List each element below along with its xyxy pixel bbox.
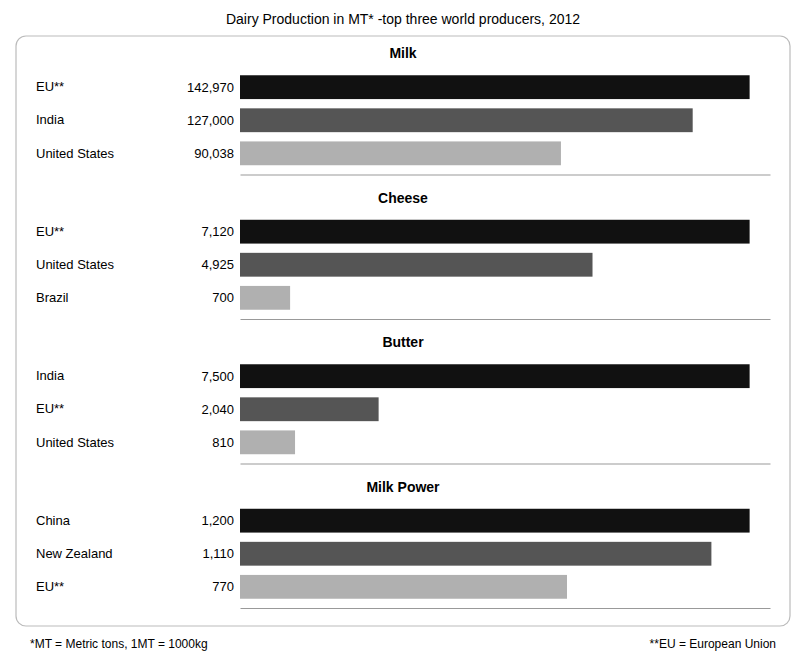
data-label: 700 (212, 290, 234, 305)
data-label: 4,925 (201, 257, 234, 272)
section-title: Milk (389, 45, 416, 61)
y-tick: Brazil (36, 290, 240, 305)
y-tick: India (36, 368, 240, 383)
bar (240, 397, 379, 421)
x-axis (241, 464, 771, 465)
y-tick-label: New Zealand (36, 546, 113, 561)
section-title: Butter (382, 334, 424, 350)
chart-container: Dairy Production in MT* -top three world… (0, 0, 806, 660)
data-label: 1,200 (201, 513, 234, 528)
y-tick: United States (36, 257, 240, 272)
data-label: 127,000 (187, 113, 234, 128)
bar (240, 364, 750, 388)
y-tick: United States (36, 434, 240, 449)
x-axis-line (241, 608, 771, 609)
y-tick: EU** (36, 579, 240, 594)
data-labels: 7,120 4,925 700 (201, 224, 234, 305)
x-axis-line (241, 464, 771, 465)
bar (240, 430, 295, 454)
bars (240, 220, 750, 310)
bar (240, 108, 693, 132)
bar (240, 286, 290, 310)
bars (240, 75, 750, 165)
y-tick-label: United States (36, 257, 115, 272)
x-axis (241, 319, 771, 320)
bar (240, 141, 561, 165)
data-labels: 1,200 1,110 770 (201, 513, 234, 594)
chart-svg: Dairy Production in MT* -top three world… (0, 0, 806, 660)
y-tick: EU** (36, 224, 240, 239)
bar (240, 542, 711, 566)
y-tick: United States (36, 145, 240, 160)
y-tick-label: EU** (36, 579, 64, 594)
bar (240, 509, 750, 533)
data-labels: 7,500 2,040 810 (201, 369, 234, 450)
data-label: 7,120 (201, 224, 234, 239)
y-tick-label: EU** (36, 224, 64, 239)
panel: CheeseEU**United StatesBrazil7,1204,9257… (36, 190, 771, 320)
y-tick: New Zealand (36, 546, 240, 561)
y-tick-label: EU** (36, 401, 64, 416)
panel: Milk Power China New Zealand EU** 1,200 1,110… (36, 479, 771, 609)
bar (240, 575, 567, 599)
border-box (16, 36, 790, 626)
y-tick: EU** (36, 79, 240, 94)
bars (240, 364, 750, 454)
chart-title: Dairy Production in MT* -top three world… (226, 11, 580, 27)
data-label: 770 (212, 579, 234, 594)
bar (240, 220, 750, 244)
bar (240, 253, 593, 277)
y-tick-label: Brazil (36, 290, 69, 305)
data-labels: 142,970 127,000 90,038 (187, 80, 234, 161)
y-axis: EU** India United States (36, 79, 240, 160)
footnote: *MT = Metric tons, 1MT = 1000kg (30, 637, 208, 651)
y-axis: EU** United States Brazil (36, 224, 240, 305)
section-title: Milk Power (366, 479, 440, 495)
y-axis: China New Zealand EU** (36, 513, 240, 594)
section-title: Cheese (378, 190, 428, 206)
data-label: 810 (212, 435, 234, 450)
data-label: 7,500 (201, 369, 234, 384)
y-axis: India EU** United States (36, 368, 240, 449)
data-label: 1,110 (202, 546, 234, 561)
data-label: 90,038 (194, 146, 234, 161)
footnote: **EU = European Union (650, 637, 776, 651)
y-tick: EU** (36, 401, 240, 416)
y-tick-label: United States (36, 145, 115, 160)
y-tick-label: India (36, 368, 65, 383)
y-tick-label: India (36, 112, 65, 127)
x-axis-line (241, 175, 771, 176)
y-tick: China (36, 513, 240, 528)
x-axis (241, 175, 771, 176)
data-label: 142,970 (187, 80, 234, 95)
y-tick-label: EU** (36, 79, 64, 94)
y-tick-label: United States (36, 434, 115, 449)
x-axis (241, 608, 771, 609)
y-tick-label: China (36, 513, 71, 528)
panel: Butter India EU** United States 7,500 2,040 81… (36, 334, 771, 464)
data-label: 2,040 (201, 402, 234, 417)
bars (240, 509, 750, 599)
x-axis-line (241, 319, 771, 320)
y-tick: India (36, 112, 240, 127)
bar (240, 75, 750, 99)
panel: Milk EU** India United States 142,970 127,000… (36, 45, 771, 175)
